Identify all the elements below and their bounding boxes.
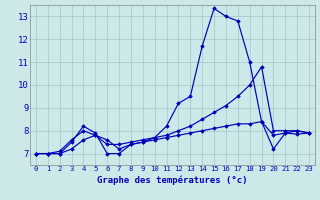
X-axis label: Graphe des températures (°c): Graphe des températures (°c) xyxy=(97,175,248,185)
